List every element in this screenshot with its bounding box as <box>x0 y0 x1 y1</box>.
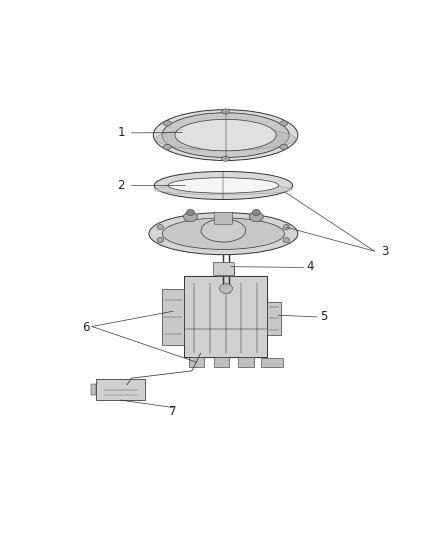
Ellipse shape <box>168 178 279 193</box>
Ellipse shape <box>222 109 230 114</box>
Ellipse shape <box>162 218 284 249</box>
Text: 1: 1 <box>117 126 125 140</box>
Ellipse shape <box>155 127 296 150</box>
Text: 3: 3 <box>381 245 389 257</box>
FancyBboxPatch shape <box>188 358 204 367</box>
Text: 2: 2 <box>117 179 125 192</box>
Ellipse shape <box>184 212 198 222</box>
Text: 5: 5 <box>320 310 327 324</box>
FancyBboxPatch shape <box>214 358 230 367</box>
FancyBboxPatch shape <box>96 379 145 400</box>
Ellipse shape <box>154 172 293 199</box>
FancyBboxPatch shape <box>213 262 234 276</box>
Ellipse shape <box>252 209 260 215</box>
Ellipse shape <box>153 110 298 160</box>
Ellipse shape <box>280 144 288 150</box>
Ellipse shape <box>283 238 290 243</box>
Ellipse shape <box>249 212 263 222</box>
Ellipse shape <box>162 113 289 157</box>
FancyBboxPatch shape <box>217 266 234 276</box>
Ellipse shape <box>163 144 171 150</box>
FancyBboxPatch shape <box>91 384 96 395</box>
FancyBboxPatch shape <box>184 276 267 358</box>
Ellipse shape <box>222 156 230 161</box>
Ellipse shape <box>187 209 194 215</box>
Ellipse shape <box>157 238 164 243</box>
FancyBboxPatch shape <box>261 358 283 367</box>
Ellipse shape <box>201 219 246 242</box>
Text: 7: 7 <box>169 405 177 417</box>
FancyBboxPatch shape <box>162 288 184 345</box>
Ellipse shape <box>219 284 233 294</box>
FancyBboxPatch shape <box>238 358 254 367</box>
Ellipse shape <box>280 120 288 126</box>
Text: 6: 6 <box>82 321 90 334</box>
Ellipse shape <box>149 213 298 255</box>
Ellipse shape <box>283 224 290 230</box>
Ellipse shape <box>175 119 276 151</box>
Ellipse shape <box>157 224 164 230</box>
Ellipse shape <box>154 185 293 195</box>
Ellipse shape <box>163 120 171 126</box>
Text: 4: 4 <box>307 260 314 273</box>
FancyBboxPatch shape <box>267 302 281 335</box>
FancyBboxPatch shape <box>214 212 233 224</box>
